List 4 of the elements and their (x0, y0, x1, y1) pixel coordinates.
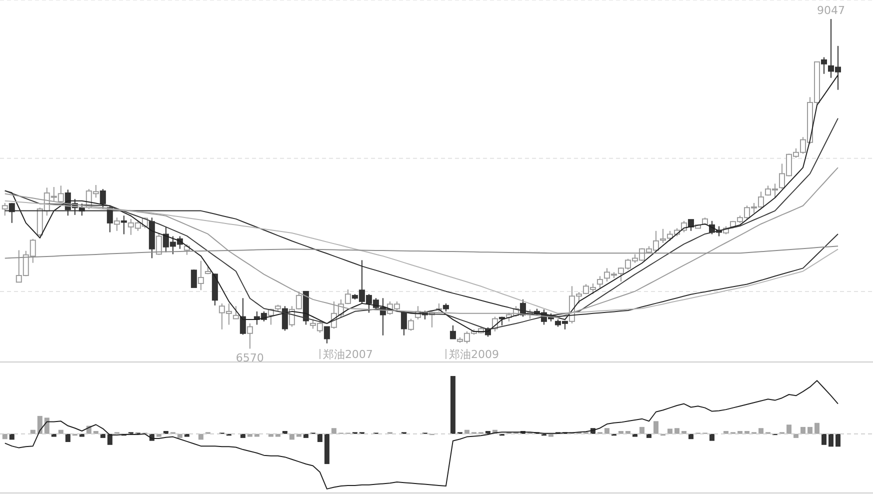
x-tick-label: 郑油2007 (322, 348, 373, 361)
x-tick-label: 郑油2009 (448, 348, 499, 361)
annotation: 9047 (816, 4, 845, 18)
annotation: 6570 (236, 352, 264, 364)
